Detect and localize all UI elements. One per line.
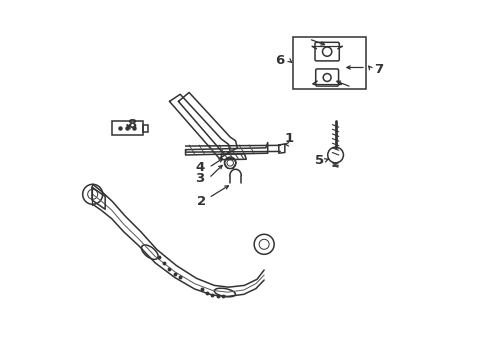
Bar xyxy=(112,121,142,135)
Text: 7: 7 xyxy=(373,63,382,76)
Text: 2: 2 xyxy=(197,195,206,208)
Text: 1: 1 xyxy=(284,132,293,145)
Text: 8: 8 xyxy=(127,118,136,131)
Text: 5: 5 xyxy=(314,154,324,167)
Text: 3: 3 xyxy=(195,172,204,185)
Bar xyxy=(142,125,148,132)
Text: 6: 6 xyxy=(275,54,285,67)
Text: 4: 4 xyxy=(195,161,204,174)
Bar xyxy=(292,37,365,89)
